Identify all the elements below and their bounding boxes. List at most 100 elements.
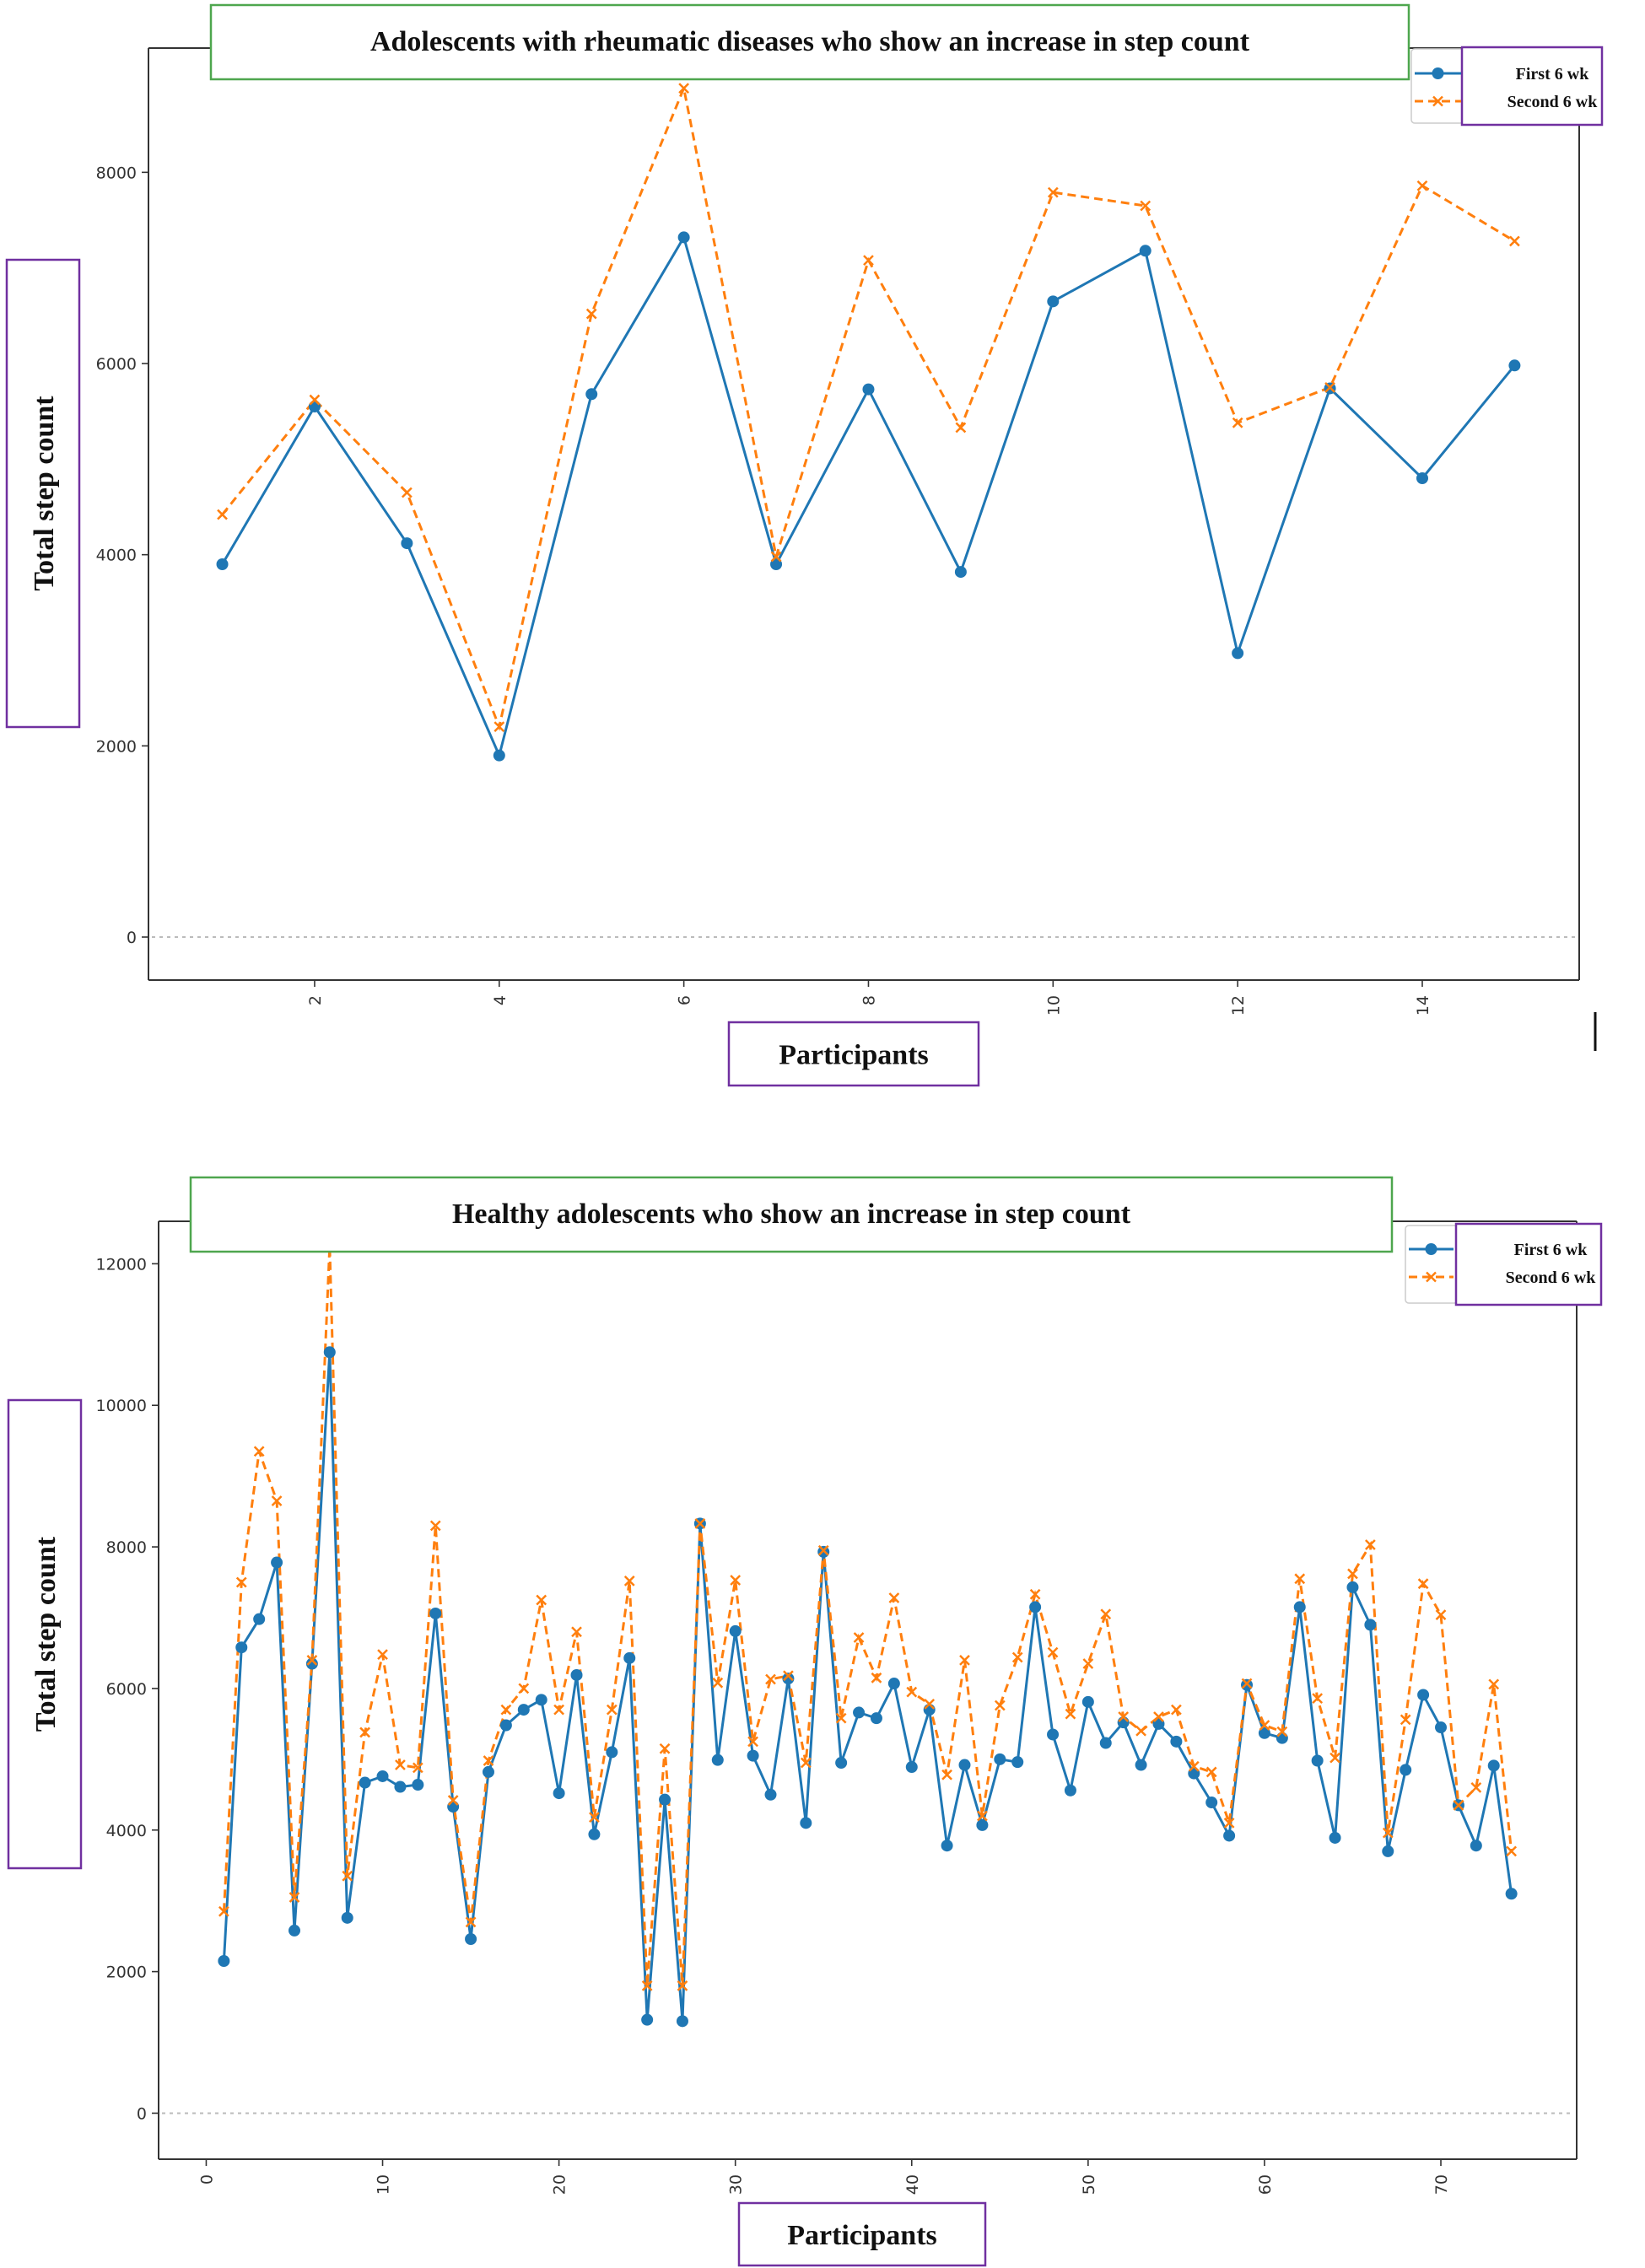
x-marker-stroke [1294, 1573, 1306, 1585]
x-marker-stroke [1047, 186, 1059, 198]
x-tick-label: 10 [1044, 995, 1063, 1015]
second-6-wk-point [1188, 1760, 1200, 1772]
first-6-wk-point [1470, 1840, 1482, 1852]
second-6-wk-point [271, 1495, 283, 1506]
x-marker-stroke [1153, 1711, 1164, 1722]
second-6-wk-point [1100, 1608, 1112, 1620]
x-tick-label: 8 [860, 995, 878, 1005]
x-marker-stroke [571, 1626, 582, 1638]
x-marker-stroke [1100, 1608, 1112, 1620]
first-6-wk-point [465, 1932, 477, 1945]
first-6-wk-point [305, 1657, 318, 1670]
chart-title: Healthy adolescents who show an increase… [452, 1199, 1131, 1230]
first-6-wk-point [1081, 1695, 1094, 1708]
second-6-wk-point [641, 1980, 653, 1991]
x-axis-label-box [737, 2201, 987, 2267]
x-marker-stroke [553, 1704, 564, 1716]
x-marker-stroke [678, 83, 690, 94]
first-6-wk-point [764, 1788, 777, 1801]
second-6-wk-point [977, 1810, 988, 1822]
x-marker-stroke [412, 1762, 423, 1774]
first-6-wk-point [588, 1828, 601, 1840]
second-6-wk-point [377, 1649, 388, 1661]
second-6-wk-point [309, 394, 321, 406]
first-6-wk-point [1400, 1764, 1412, 1776]
first-6-wk-point [747, 1749, 759, 1762]
first-6-wk-point [770, 558, 783, 570]
x-marker-stroke [395, 1759, 406, 1770]
second-6-wk-point [659, 1743, 671, 1754]
x-marker-stroke [1400, 1714, 1411, 1726]
x-tick-label: 30 [727, 2174, 746, 2195]
first-6-wk-point [1011, 1756, 1024, 1769]
x-marker-stroke [309, 394, 321, 406]
x-marker-stroke [1470, 1782, 1482, 1793]
second-6-wk-point [1011, 1651, 1023, 1663]
second-6-wk-point [924, 1698, 936, 1710]
x-marker-stroke [1416, 180, 1428, 191]
second-6-wk-point [712, 1677, 724, 1689]
x-marker-stroke [253, 1446, 265, 1457]
second-6-wk-point [217, 509, 228, 520]
second-6-wk-point [955, 422, 967, 434]
first-6-wk-point [641, 2013, 654, 2026]
x-marker-stroke [377, 1649, 388, 1661]
first-6-wk-point [341, 1911, 353, 1924]
second-6-wk-point [1506, 1845, 1518, 1857]
x-marker-stroke [1312, 1693, 1324, 1705]
x-marker-stroke [800, 1757, 812, 1769]
legend-marker-second-6-wk [1426, 1271, 1437, 1283]
first-6-wk-point [235, 1641, 248, 1654]
x-marker-stroke [1509, 235, 1520, 247]
first-6-wk-point [323, 1346, 336, 1359]
first-6-wk-point [288, 1924, 300, 1937]
x-marker-stroke [500, 1704, 512, 1716]
x-marker-stroke [518, 1683, 530, 1694]
first-6-wk-point [429, 1607, 442, 1619]
x-marker-stroke [1329, 1752, 1340, 1764]
y-axis-label: Total step count [30, 1536, 62, 1732]
first-6-wk-point [677, 231, 690, 244]
x-marker-stroke [1382, 1827, 1394, 1839]
second-6-wk-point [1488, 1678, 1500, 1690]
y-tick-label: 10000 [96, 1397, 147, 1415]
x-marker-stroke [694, 1517, 706, 1529]
x-marker-stroke [1118, 1711, 1130, 1722]
second-6-wk-point [783, 1670, 794, 1682]
second-6-wk-point [1400, 1714, 1411, 1726]
second-6-wk-point [447, 1795, 459, 1806]
second-6-wk-point [871, 1672, 882, 1683]
y-tick-label: 12000 [96, 1255, 147, 1274]
second-6-wk-point [694, 1517, 706, 1529]
x-marker-stroke [465, 1916, 477, 1928]
first-6-wk-point [1382, 1845, 1394, 1857]
x-marker-stroke [955, 422, 967, 434]
x-marker-stroke [770, 551, 782, 563]
second-6-wk-point [359, 1727, 371, 1738]
x-marker-stroke [623, 1575, 635, 1587]
x-tick-label: 40 [903, 2174, 922, 2195]
second-6-wk-point [1382, 1827, 1394, 1839]
second-6-wk-point [1324, 381, 1335, 393]
x-tick-label: 14 [1414, 995, 1432, 1015]
y-tick-label: 0 [127, 929, 137, 947]
second-6-wk-point [1118, 1711, 1130, 1722]
x-marker-stroke [271, 1495, 283, 1506]
second-6-wk-point [800, 1757, 812, 1769]
first-6-wk-point [499, 1719, 512, 1732]
first-6-wk-point [887, 1678, 900, 1690]
first-6-wk-point [1135, 1759, 1147, 1771]
chart-1: 0 2000 4000 6000 8000 2 4 6 8 10 12 14 First 6 wk Sec… [5, 3, 1604, 1087]
x-marker-stroke [765, 1673, 776, 1685]
second-6-wk-point [1241, 1678, 1253, 1689]
x-marker-stroke [783, 1670, 794, 1682]
series-line-first-6-wk [222, 1352, 1513, 2022]
second-6-wk-point [494, 721, 505, 733]
second-6-wk-point [1347, 1568, 1358, 1580]
x-marker-stroke [494, 721, 505, 733]
first-6-wk-point [1276, 1732, 1288, 1744]
x-marker-stroke [1232, 417, 1243, 428]
x-marker-stroke [863, 255, 874, 266]
second-6-wk-point [306, 1654, 318, 1666]
